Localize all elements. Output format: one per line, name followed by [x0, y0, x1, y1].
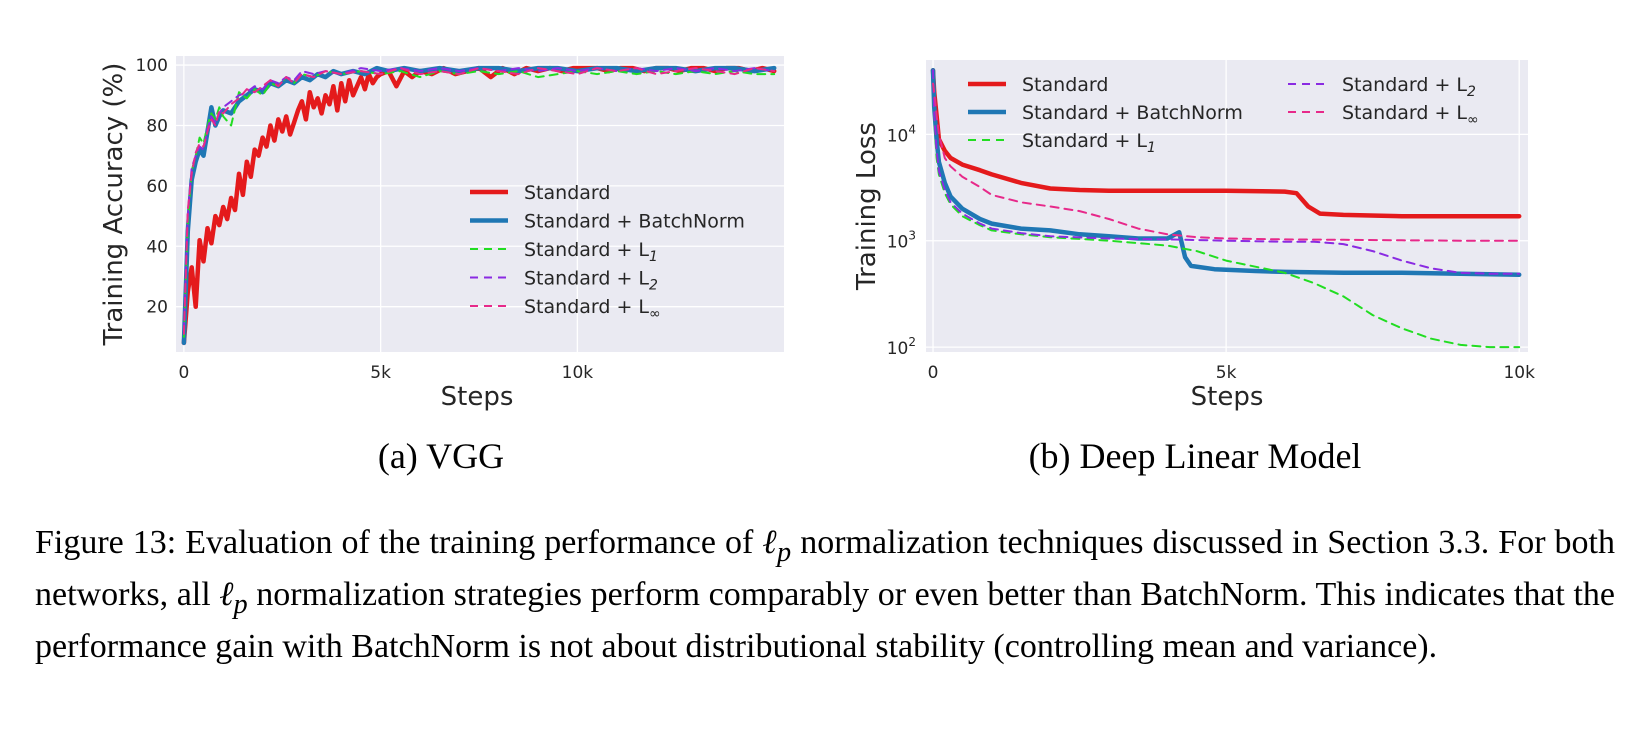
- series-line-l1: [932, 69, 1521, 349]
- x-tick-label: 0: [178, 363, 189, 383]
- caption-part-3: normalization strategies perform compara…: [35, 575, 1615, 665]
- x-axis-label-b: Steps: [1191, 382, 1264, 412]
- x-tick-label: 0: [928, 363, 939, 383]
- y-tick-label: 60: [146, 177, 168, 197]
- y-tick-label: 100: [136, 56, 168, 76]
- legend-label-bn: Standard + BatchNorm: [524, 211, 745, 233]
- x-tick-label: 5k: [1216, 363, 1237, 383]
- x-tick-label: 5k: [370, 363, 391, 383]
- y-axis-label-a: Training Accuracy (%): [99, 63, 129, 347]
- chart-deep-linear: 0 5k 10k 102 103 104 Steps Training Loss Stan…: [852, 60, 1535, 476]
- subcaption-a: (a) VGG: [378, 436, 504, 476]
- series-group-b: [930, 68, 1522, 349]
- y-axis-label-b: Training Loss: [852, 122, 882, 291]
- legend-label-linf: Standard + L∞: [524, 296, 661, 322]
- y-tick-label: 20: [146, 298, 168, 318]
- x-axis-label-a: Steps: [441, 382, 514, 412]
- y-tick-label: 80: [146, 116, 168, 136]
- legend-label-l2: Standard + L2: [524, 268, 658, 294]
- caption-lp-symbol-1: ℓp: [762, 524, 792, 568]
- legend-label-std: Standard: [1022, 74, 1108, 96]
- legend-label-l1: Standard + L1: [1022, 130, 1156, 156]
- legend-label-linf: Standard + L∞: [1342, 102, 1479, 128]
- ticks-b: 0 5k 10k 102 103 104: [887, 122, 1535, 383]
- subcaption-b: (b) Deep Linear Model: [1029, 436, 1362, 476]
- chart-vgg: 0 5k 10k 20 40 60 80 100 Steps Training Accurac…: [99, 56, 784, 476]
- series-line-linf: [932, 82, 1521, 242]
- series-line-l2: [932, 69, 1521, 275]
- x-tick-label: 10k: [562, 363, 594, 383]
- caption-lp-symbol-2: ℓp: [219, 575, 248, 620]
- legend-label-std: Standard: [524, 182, 610, 204]
- grid-a: [176, 56, 784, 352]
- x-tick-label: 10k: [1503, 363, 1535, 383]
- series-line-linf: [182, 67, 776, 335]
- legend-a: Standard Standard + BatchNorm Standard + L…: [470, 182, 745, 322]
- y-tick-label: 104: [887, 122, 916, 146]
- y-tick-label: 102: [887, 335, 916, 359]
- plot-area-b: [926, 60, 1528, 352]
- legend-label-bn: Standard + BatchNorm: [1022, 102, 1243, 124]
- caption-part-1: Figure 13: Evaluation of the training pe…: [35, 524, 763, 561]
- y-tick-label: 103: [887, 229, 916, 253]
- plot-area-a: [176, 56, 784, 352]
- ticks-a: 0 5k 10k 20 40 60 80 100: [136, 56, 594, 383]
- series-group-a: [181, 65, 777, 346]
- caption-part-2: normalization techniques discussed in Se…: [35, 524, 1616, 613]
- legend-b: Standard Standard + BatchNorm Standard + L…: [968, 74, 1479, 156]
- legend-label-l1: Standard + L1: [524, 239, 658, 265]
- legend-label-l2: Standard + L2: [1342, 74, 1476, 100]
- figure-caption: Figure 13: Evaluation of the training pe…: [35, 522, 1615, 668]
- y-tick-label: 40: [146, 237, 168, 257]
